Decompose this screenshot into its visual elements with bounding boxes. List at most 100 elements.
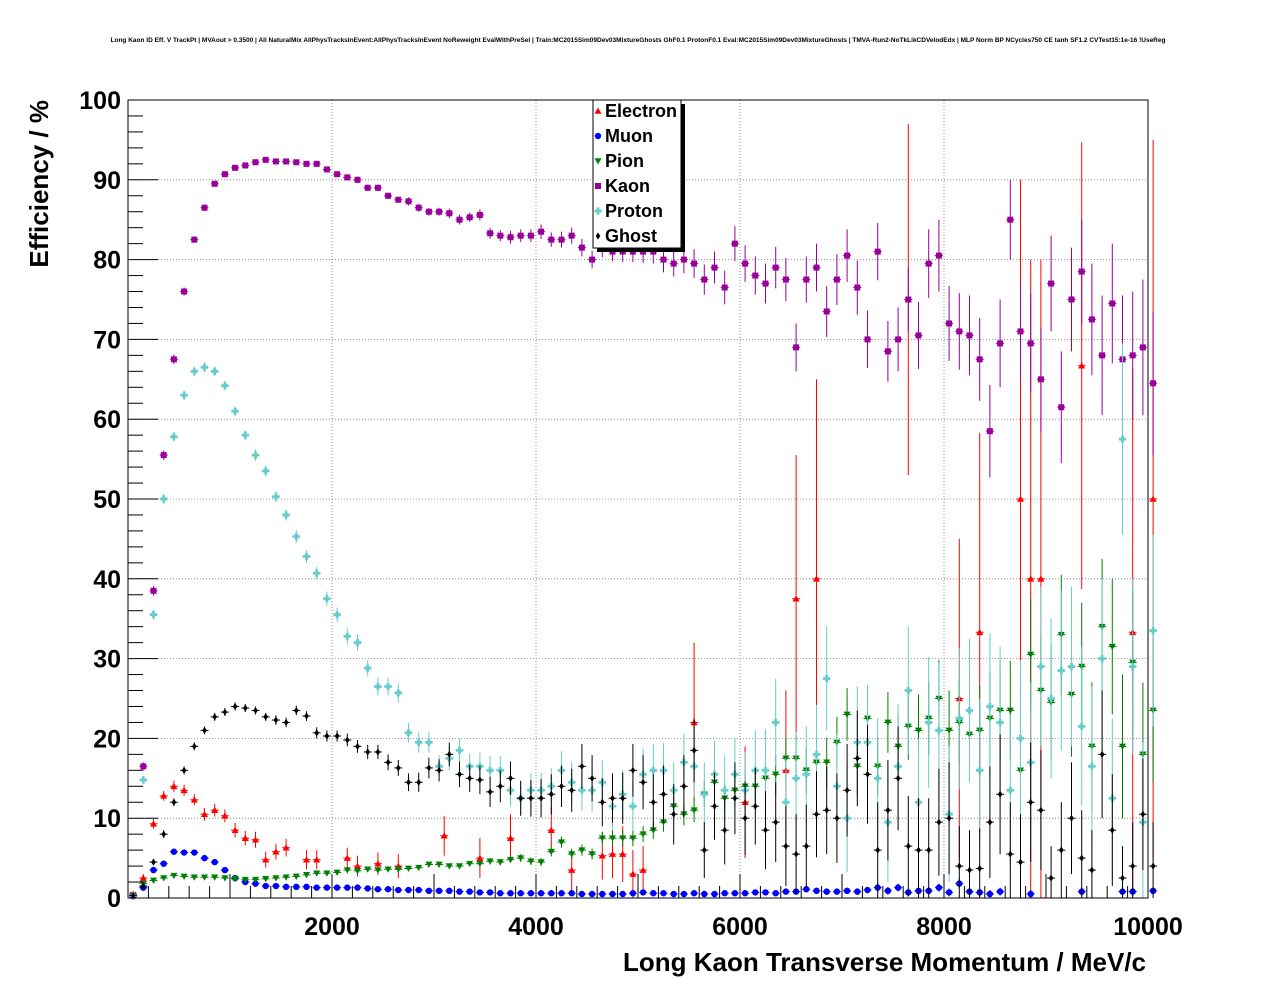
- pion-point: [884, 719, 892, 726]
- muon-point: [517, 890, 524, 897]
- muon-point: [864, 886, 871, 894]
- muon-point: [894, 884, 902, 891]
- ghost-point: [1018, 858, 1023, 866]
- ghost-point: [457, 770, 462, 778]
- kaon-point: [946, 320, 953, 327]
- pion-point: [272, 875, 280, 882]
- electron-point: [629, 870, 637, 877]
- y-axis-title: Efficiency / %: [24, 100, 54, 268]
- proton-point: [996, 718, 1004, 727]
- proton-point: [782, 798, 790, 806]
- proton-point: [1149, 627, 1157, 635]
- muon-point: [996, 888, 1004, 895]
- proton-point: [384, 682, 392, 691]
- x-tick-label: 4000: [508, 913, 564, 941]
- ghost-point: [467, 774, 472, 782]
- kaon-point: [568, 232, 575, 239]
- y-tick-label: 20: [93, 725, 121, 753]
- kaon-point: [976, 356, 983, 363]
- kaon-point: [517, 232, 524, 239]
- muon-point: [262, 882, 269, 890]
- ghost-point: [1048, 874, 1054, 882]
- electron-point: [160, 792, 168, 799]
- kaon-point: [803, 276, 810, 283]
- muon-point: [752, 889, 759, 896]
- kaon-point: [1099, 352, 1106, 359]
- y-tick-label: 10: [93, 805, 121, 833]
- y-tick-label: 0: [107, 885, 121, 913]
- kaon-point: [1150, 380, 1157, 387]
- kaon-point: [538, 228, 545, 235]
- proton-point: [649, 766, 657, 774]
- y-tick-label: 100: [79, 87, 121, 115]
- kaon-point: [864, 336, 871, 343]
- ghost-point: [691, 746, 697, 754]
- pion-point: [425, 861, 433, 868]
- proton-point: [955, 714, 963, 723]
- kaon-point: [578, 244, 585, 251]
- proton-point: [251, 451, 260, 459]
- ghost-point: [1130, 862, 1135, 870]
- pion-point: [588, 851, 596, 858]
- muon-point: [833, 888, 841, 895]
- proton-point: [455, 746, 464, 754]
- kaon-point: [334, 171, 341, 178]
- ghost-point: [181, 766, 187, 774]
- ghost-point: [834, 814, 840, 822]
- muon-point: [395, 886, 402, 894]
- kaon-point: [232, 164, 239, 171]
- pion-point: [1108, 643, 1116, 651]
- ghost-point: [365, 748, 370, 756]
- ghost-point: [498, 782, 503, 790]
- ghost-point: [712, 802, 717, 810]
- ghost-point: [671, 810, 676, 818]
- kaon-point: [150, 587, 157, 594]
- proton-point: [1067, 662, 1076, 671]
- ghost-point: [1150, 862, 1156, 870]
- ghost-point: [895, 774, 901, 782]
- x-axis-title: Long Kaon Transverse Momentum / MeV/c: [623, 947, 1146, 977]
- muon-point: [415, 886, 422, 894]
- pion-point: [221, 875, 229, 882]
- pion-point: [568, 851, 576, 858]
- muon-point: [680, 890, 688, 898]
- ghost-point: [202, 726, 207, 735]
- ghost-point: [722, 826, 727, 834]
- axis-ticks: 2000 4000 6000 8000 10000 0 10 20 30 40 50 60 70 80 90…: [79, 87, 1182, 941]
- kaon-point: [1129, 352, 1136, 359]
- electron-point: [619, 850, 627, 857]
- kaon-point: [548, 236, 555, 243]
- pion-point: [496, 859, 504, 866]
- pion-point: [150, 877, 157, 884]
- electron-point: [201, 810, 208, 818]
- kaon-point: [323, 166, 330, 173]
- muon-point: [374, 886, 382, 893]
- kaon-point: [527, 232, 534, 239]
- muon-point: [537, 890, 545, 897]
- y-tick-label: 80: [93, 247, 121, 275]
- kaon-point: [793, 344, 800, 351]
- pion-point: [619, 835, 627, 842]
- ghost-point: [130, 892, 136, 900]
- muon-point: [435, 887, 443, 895]
- ghost-point: [171, 798, 177, 806]
- legend-item-pion: Pion: [594, 151, 644, 171]
- proton-point: [986, 702, 994, 711]
- electron-point: [272, 848, 280, 855]
- pion-point: [384, 866, 392, 873]
- ghost-point: [589, 774, 595, 782]
- pion-point: [609, 835, 616, 842]
- ghost-point: [1120, 874, 1125, 882]
- electron-point: [1149, 495, 1157, 502]
- muon-point: [211, 858, 218, 866]
- pion-point: [241, 876, 249, 884]
- pion-point: [374, 867, 382, 874]
- ghost-point: [1089, 866, 1095, 874]
- muon-point: [803, 886, 810, 893]
- ghost-point: [416, 778, 421, 786]
- muon-point: [201, 854, 208, 862]
- electron-point: [609, 850, 616, 857]
- proton-point: [1057, 666, 1065, 675]
- muon-point: [762, 889, 769, 896]
